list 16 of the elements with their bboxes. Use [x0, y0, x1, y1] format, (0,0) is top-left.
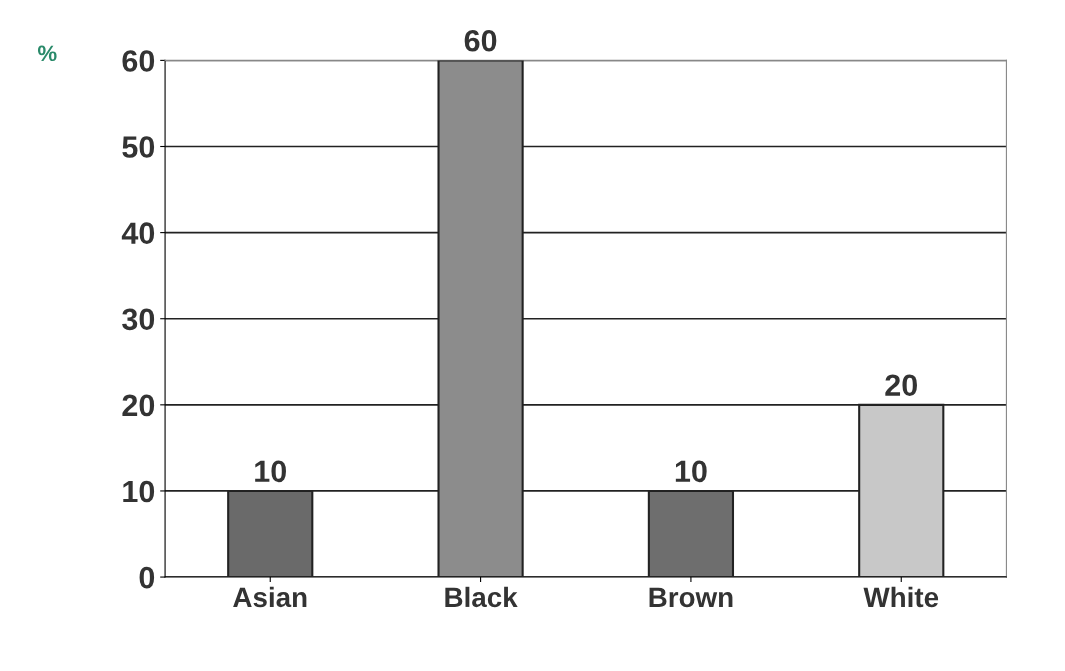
y-tick-label: 60	[122, 50, 155, 72]
data-label: 10	[255, 460, 286, 483]
y-tick-label: 50	[122, 136, 155, 158]
y-tick-label: 10	[123, 480, 155, 503]
y-tick-label: 20	[122, 394, 155, 417]
y-axis-title: %	[37, 45, 57, 62]
data-label: 20	[885, 374, 917, 397]
x-tick-label: Brown	[649, 587, 733, 608]
x-tick-label: Asian	[233, 586, 307, 608]
y-tick-label: 40	[121, 222, 155, 244]
x-tick-label: White	[863, 586, 939, 608]
data-label: 10	[675, 460, 707, 483]
y-tick-label: 30	[122, 308, 155, 331]
data-label: 60	[464, 29, 497, 52]
x-tick-label: Black	[445, 586, 518, 608]
y-tick-label: 0	[139, 566, 155, 589]
